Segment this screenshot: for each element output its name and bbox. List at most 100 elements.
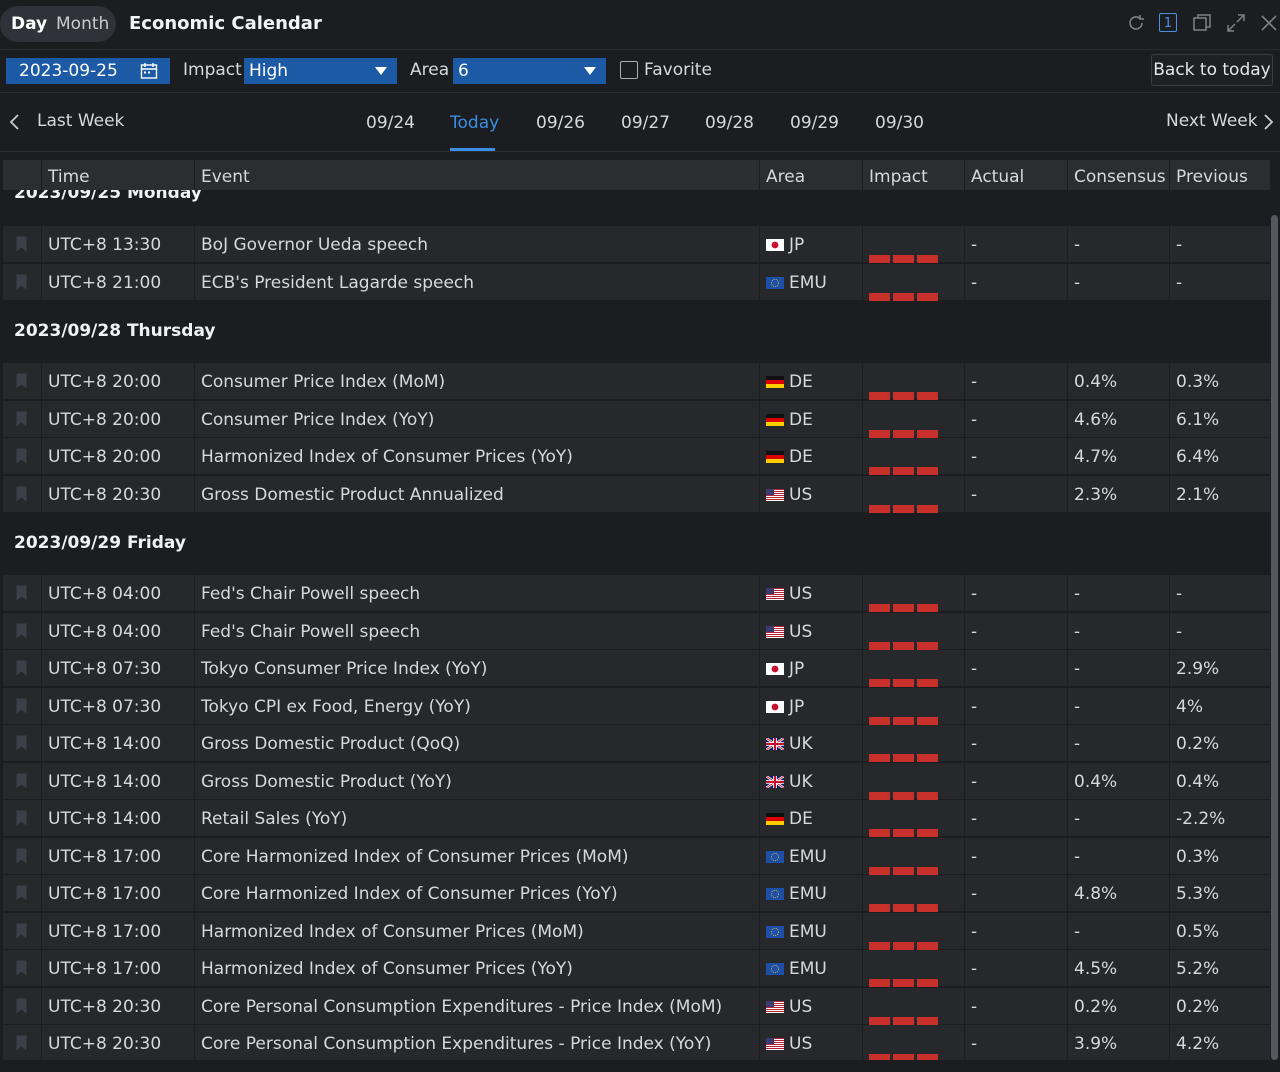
bookmark-icon[interactable] (16, 773, 27, 789)
last-week-link[interactable]: Last Week (37, 111, 125, 131)
impact-bar (917, 505, 938, 513)
vertical-scrollbar[interactable] (1271, 215, 1278, 1060)
table-row[interactable]: UTC+8 07:30 Tokyo Consumer Price Index (Y… (3, 650, 1270, 687)
area-cell: JP (759, 226, 862, 263)
bookmark-icon[interactable] (16, 848, 27, 864)
consensus-cell: 0.2% (1067, 988, 1169, 1025)
impact-cell (862, 650, 964, 687)
table-row[interactable]: UTC+8 13:30 BoJ Governor Ueda speech JP - - - (3, 226, 1270, 263)
impact-bar (869, 942, 890, 950)
bookmark-icon[interactable] (16, 448, 27, 464)
impact-level-bars (869, 964, 939, 987)
date-picker-input[interactable]: 2023-09-25 (6, 58, 170, 84)
chevron-right-icon[interactable] (1261, 113, 1275, 131)
day-tab[interactable]: 09/29 (790, 113, 839, 133)
impact-cell (862, 438, 964, 475)
time-cell: UTC+8 17:00 (41, 913, 194, 950)
table-row[interactable]: UTC+8 07:30 Tokyo CPI ex Food, Energy (Yo… (3, 688, 1270, 725)
impact-bar (917, 255, 938, 263)
bookmark-icon[interactable] (16, 1035, 27, 1051)
view-mode-day[interactable]: Day (11, 14, 48, 34)
impact-bar (917, 679, 938, 687)
calendar-icon[interactable] (140, 62, 158, 80)
bookmark-icon[interactable] (16, 885, 27, 901)
area-select[interactable]: 6 (453, 58, 606, 84)
bookmark-icon[interactable] (16, 411, 27, 427)
table-row[interactable]: UTC+8 20:30 Gross Domestic Product Annual… (3, 476, 1270, 513)
day-tab-today[interactable]: Today (450, 113, 500, 133)
table-row[interactable]: UTC+8 20:30 Core Personal Consumption Exp… (3, 1025, 1270, 1060)
favorite-label[interactable]: Favorite (644, 60, 712, 80)
day-tab[interactable]: 09/30 (875, 113, 924, 133)
table-row[interactable]: UTC+8 17:00 Core Harmonized Index of Cons… (3, 875, 1270, 912)
impact-bar (893, 293, 914, 301)
bookmark-icon[interactable] (16, 960, 27, 976)
window-number-badge[interactable]: 1 (1159, 13, 1177, 32)
day-tab[interactable]: 09/24 (366, 113, 415, 133)
table-row[interactable]: UTC+8 20:00 Harmonized Index of Consumer … (3, 438, 1270, 475)
table-row[interactable]: UTC+8 14:00 Retail Sales (YoY) DE - - -2.2% (3, 800, 1270, 837)
eu-flag-icon (766, 888, 784, 900)
area-cell: JP (759, 650, 862, 687)
column-header-consensus[interactable]: Consensus (1067, 160, 1169, 190)
consensus-cell: 4.8% (1067, 875, 1169, 912)
event-cell: Core Personal Consumption Expenditures -… (194, 988, 759, 1025)
column-header-area[interactable]: Area (759, 160, 862, 190)
bookmark-icon[interactable] (16, 923, 27, 939)
column-header-actual[interactable]: Actual (964, 160, 1067, 190)
column-header-impact[interactable]: Impact (862, 160, 964, 190)
column-header-previous[interactable]: Previous (1169, 160, 1270, 190)
bookmark-icon[interactable] (16, 585, 27, 601)
day-tab[interactable]: 09/28 (705, 113, 754, 133)
impact-cell (862, 838, 964, 875)
table-row[interactable]: UTC+8 20:00 Consumer Price Index (YoY) DE -… (3, 401, 1270, 438)
impact-select[interactable]: High (244, 58, 397, 84)
table-row[interactable]: UTC+8 04:00 Fed's Chair Powell speech US - -… (3, 613, 1270, 650)
time-cell: UTC+8 07:30 (41, 688, 194, 725)
time-cell: UTC+8 17:00 (41, 838, 194, 875)
table-row[interactable]: UTC+8 14:00 Gross Domestic Product (YoY) U… (3, 763, 1270, 800)
table-row[interactable]: UTC+8 20:00 Consumer Price Index (MoM) DE -… (3, 363, 1270, 400)
table-row[interactable]: UTC+8 17:00 Harmonized Index of Consumer … (3, 950, 1270, 987)
column-header-time[interactable]: Time (41, 160, 194, 190)
bookmark-icon[interactable] (16, 373, 27, 389)
bookmark-icon[interactable] (16, 660, 27, 676)
impact-bar (917, 1054, 938, 1060)
actual-cell: - (964, 650, 1067, 687)
view-mode-month[interactable]: Month (56, 14, 110, 34)
table-row[interactable]: UTC+8 14:00 Gross Domestic Product (QoQ) U… (3, 725, 1270, 762)
previous-cell: 0.4% (1169, 763, 1270, 800)
table-row[interactable]: UTC+8 17:00 Harmonized Index of Consumer … (3, 913, 1270, 950)
bookmark-icon[interactable] (16, 274, 27, 290)
event-cell: Fed's Chair Powell speech (194, 575, 759, 612)
bookmark-icon[interactable] (16, 486, 27, 502)
next-week-link[interactable]: Next Week (1166, 111, 1258, 131)
back-to-today-button[interactable]: Back to today (1151, 54, 1273, 86)
bookmark-icon[interactable] (16, 810, 27, 826)
bookmark-icon[interactable] (16, 236, 27, 252)
refresh-icon[interactable] (1125, 12, 1147, 34)
close-icon[interactable] (1258, 12, 1280, 34)
table-row[interactable]: UTC+8 21:00 ECB's President Lagarde speec… (3, 264, 1270, 301)
bookmark-icon[interactable] (16, 698, 27, 714)
area-cell: US (759, 575, 862, 612)
event-cell: Harmonized Index of Consumer Prices (YoY… (194, 438, 759, 475)
bookmark-icon[interactable] (16, 735, 27, 751)
impact-bar (917, 754, 938, 762)
bookmark-icon[interactable] (16, 998, 27, 1014)
jp-flag-icon (766, 239, 784, 251)
table-row[interactable]: UTC+8 17:00 Core Harmonized Index of Cons… (3, 838, 1270, 875)
bookmark-icon[interactable] (16, 623, 27, 639)
area-code: JP (789, 235, 805, 255)
day-tab[interactable]: 09/27 (621, 113, 670, 133)
day-tab[interactable]: 09/26 (536, 113, 585, 133)
restore-window-icon[interactable] (1191, 12, 1213, 34)
time-cell: UTC+8 20:30 (41, 476, 194, 513)
favorite-checkbox[interactable] (620, 61, 638, 79)
column-header-event[interactable]: Event (194, 160, 759, 190)
impact-bar (869, 904, 890, 912)
table-row[interactable]: UTC+8 20:30 Core Personal Consumption Exp… (3, 988, 1270, 1025)
table-row[interactable]: UTC+8 04:00 Fed's Chair Powell speech US - -… (3, 575, 1270, 612)
expand-icon[interactable] (1225, 12, 1247, 34)
chevron-left-icon[interactable] (8, 113, 22, 131)
